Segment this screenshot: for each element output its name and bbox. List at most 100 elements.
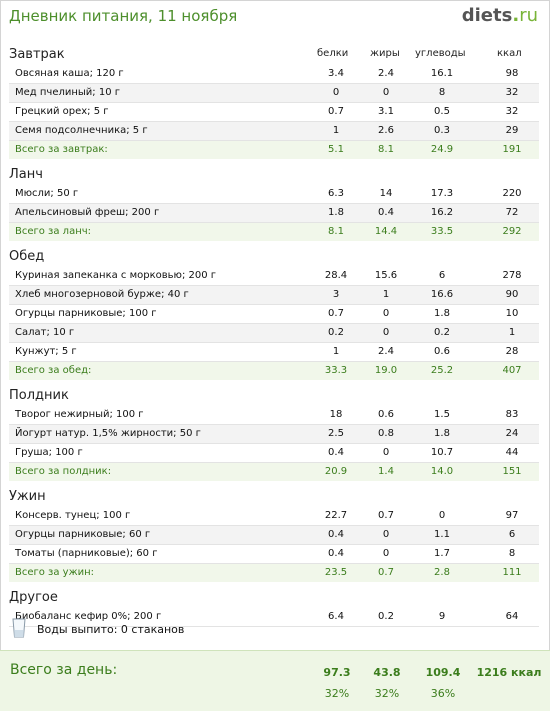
food-row[interactable]: Огурцы парниковые; 100 г 0.7 0 1.8 10 bbox=[9, 305, 539, 324]
section-total-row-fat: 8.1 bbox=[378, 144, 394, 155]
food-row-protein: 0.2 bbox=[328, 327, 344, 338]
food-row-carbs: 1.1 bbox=[434, 529, 450, 540]
day-percent-fat: 32% bbox=[374, 687, 400, 700]
column-header-protein: белки bbox=[317, 48, 349, 59]
day-percent-carbs: 36% bbox=[430, 687, 456, 700]
site-logo[interactable]: diets.ru bbox=[462, 5, 538, 26]
section-total-row-protein: 33.3 bbox=[324, 365, 348, 376]
food-row-fat: 2.4 bbox=[378, 68, 394, 79]
water-tracker: Воды выпито: 0 стаканов bbox=[9, 614, 309, 644]
header: Дневник питания, 11 ноября diets.ru bbox=[0, 0, 550, 36]
food-row-kcal: 29 bbox=[505, 125, 519, 136]
food-row[interactable]: Йогурт натур. 1,5% жирности; 50 г 2.5 0.8 1… bbox=[9, 425, 539, 444]
food-row-carbs: 0.5 bbox=[434, 106, 450, 117]
food-row[interactable]: Апельсиновый фреш; 200 г 1.8 0.4 16.2 72 bbox=[9, 204, 539, 223]
food-row-name: Грецкий орех; 5 г bbox=[15, 106, 109, 117]
section-total-row-protein: 20.9 bbox=[324, 466, 348, 477]
food-row-kcal: 10 bbox=[505, 308, 519, 319]
food-row-name: Консерв. тунец; 100 г bbox=[15, 510, 131, 521]
food-row-kcal: 83 bbox=[505, 409, 519, 420]
food-row[interactable]: Груша; 100 г 0.4 0 10.7 44 bbox=[9, 444, 539, 463]
food-row-protein: 1 bbox=[332, 346, 340, 357]
section-title: Ужин bbox=[9, 489, 46, 504]
food-row-name: Груша; 100 г bbox=[15, 447, 83, 458]
food-row[interactable]: Кунжут; 5 г 1 2.4 0.6 28 bbox=[9, 343, 539, 362]
food-row-carbs: 17.3 bbox=[430, 188, 454, 199]
section-title: Ланч bbox=[9, 167, 43, 182]
food-row-carbs: 1.7 bbox=[434, 548, 450, 559]
food-row[interactable]: Консерв. тунец; 100 г 22.7 0.7 0 97 bbox=[9, 507, 539, 526]
day-total-protein: 97.3 bbox=[323, 666, 351, 679]
food-row[interactable]: Салат; 10 г 0.2 0 0.2 1 bbox=[9, 324, 539, 343]
food-row-carbs: 0.3 bbox=[434, 125, 450, 136]
food-row[interactable]: Куриная запеканка с морковью; 200 г 28.4 1… bbox=[9, 267, 539, 286]
food-row-protein: 6.3 bbox=[328, 188, 344, 199]
section-total-row-fat: 14.4 bbox=[374, 226, 398, 237]
food-row[interactable]: Овсяная каша; 120 г 3.4 2.4 16.1 98 bbox=[9, 65, 539, 84]
logo-tld: ru bbox=[519, 5, 538, 26]
section-total-row-protein: 8.1 bbox=[328, 226, 344, 237]
food-row-kcal: 32 bbox=[505, 87, 519, 98]
food-row-fat: 0 bbox=[382, 548, 390, 559]
food-row[interactable]: Хлеб многозерновой бурже; 40 г 3 1 16.6 90 bbox=[9, 286, 539, 305]
food-row[interactable]: Грецкий орех; 5 г 0.7 3.1 0.5 32 bbox=[9, 103, 539, 122]
food-row[interactable]: Мюсли; 50 г 6.3 14 17.3 220 bbox=[9, 185, 539, 204]
glass-icon[interactable] bbox=[12, 618, 26, 638]
food-row[interactable]: Биобаланс кефир 0%; 200 г 6.4 0.2 9 64 bbox=[9, 608, 539, 627]
food-row-carbs: 8 bbox=[438, 87, 446, 98]
food-row-name: Кунжут; 5 г bbox=[15, 346, 77, 357]
section-total-row-kcal: 407 bbox=[502, 365, 522, 376]
food-row-carbs: 9 bbox=[438, 611, 446, 622]
food-row[interactable]: Семя подсолнечника; 5 г 1 2.6 0.3 29 bbox=[9, 122, 539, 141]
food-row-name: Семя подсолнечника; 5 г bbox=[15, 125, 148, 136]
section-total-row-name: Всего за ужин: bbox=[15, 567, 95, 578]
food-row[interactable]: Огурцы парниковые; 60 г 0.4 0 1.1 6 bbox=[9, 526, 539, 545]
section-title: Завтрак bbox=[9, 47, 65, 62]
food-row[interactable]: Томаты (парниковые); 60 г 0.4 0 1.7 8 bbox=[9, 545, 539, 564]
food-row-carbs: 10.7 bbox=[430, 447, 454, 458]
food-row-fat: 2.6 bbox=[378, 125, 394, 136]
section-total-row-carbs: 2.8 bbox=[434, 567, 450, 578]
day-percent-protein: 32% bbox=[324, 687, 350, 700]
food-row-fat: 14 bbox=[379, 188, 393, 199]
food-row-protein: 0.4 bbox=[328, 548, 344, 559]
food-row[interactable]: Творог нежирный; 100 г 18 0.6 1.5 83 bbox=[9, 406, 539, 425]
section-total-row-carbs: 33.5 bbox=[430, 226, 454, 237]
food-row-carbs: 16.2 bbox=[430, 207, 454, 218]
food-row-kcal: 220 bbox=[502, 188, 522, 199]
food-row-name: Апельсиновый фреш; 200 г bbox=[15, 207, 160, 218]
food-row-kcal: 1 bbox=[508, 327, 516, 338]
column-header-fat: жиры bbox=[370, 48, 400, 59]
food-row-name: Йогурт натур. 1,5% жирности; 50 г bbox=[15, 428, 201, 439]
food-row-protein: 3 bbox=[332, 289, 340, 300]
food-row-name: Огурцы парниковые; 60 г bbox=[15, 529, 151, 540]
food-row[interactable]: Мед пчелиный; 10 г 0 0 8 32 bbox=[9, 84, 539, 103]
food-row-kcal: 64 bbox=[505, 611, 519, 622]
food-row-carbs: 6 bbox=[438, 270, 446, 281]
food-row-fat: 0 bbox=[382, 308, 390, 319]
food-row-protein: 1.8 bbox=[328, 207, 344, 218]
section-total-row-protein: 5.1 bbox=[328, 144, 344, 155]
food-row-protein: 0.4 bbox=[328, 447, 344, 458]
section-total-row-carbs: 24.9 bbox=[430, 144, 454, 155]
food-row-protein: 0.7 bbox=[328, 106, 344, 117]
day-total-fat: 43.8 bbox=[373, 666, 401, 679]
food-row-kcal: 8 bbox=[508, 548, 516, 559]
food-row-fat: 3.1 bbox=[378, 106, 394, 117]
food-row-kcal: 24 bbox=[505, 428, 519, 439]
section-title: Полдник bbox=[9, 388, 69, 403]
day-total: Всего за день: 97.3 43.8 109.4 1216 ккал… bbox=[0, 650, 550, 711]
page-title: Дневник питания, 11 ноября bbox=[9, 7, 238, 25]
food-row-carbs: 0.2 bbox=[434, 327, 450, 338]
food-row-carbs: 0.6 bbox=[434, 346, 450, 357]
food-row-kcal: 97 bbox=[505, 510, 519, 521]
food-row-protein: 22.7 bbox=[324, 510, 348, 521]
food-row-protein: 0.7 bbox=[328, 308, 344, 319]
section-total-row: Всего за ужин: 23.5 0.7 2.8 111 bbox=[9, 564, 539, 582]
section-total-row-fat: 0.7 bbox=[378, 567, 394, 578]
food-row-fat: 0 bbox=[382, 87, 390, 98]
food-row-protein: 0 bbox=[332, 87, 340, 98]
food-row-fat: 0 bbox=[382, 447, 390, 458]
food-row-carbs: 1.8 bbox=[434, 428, 450, 439]
section-total-row-kcal: 151 bbox=[502, 466, 522, 477]
